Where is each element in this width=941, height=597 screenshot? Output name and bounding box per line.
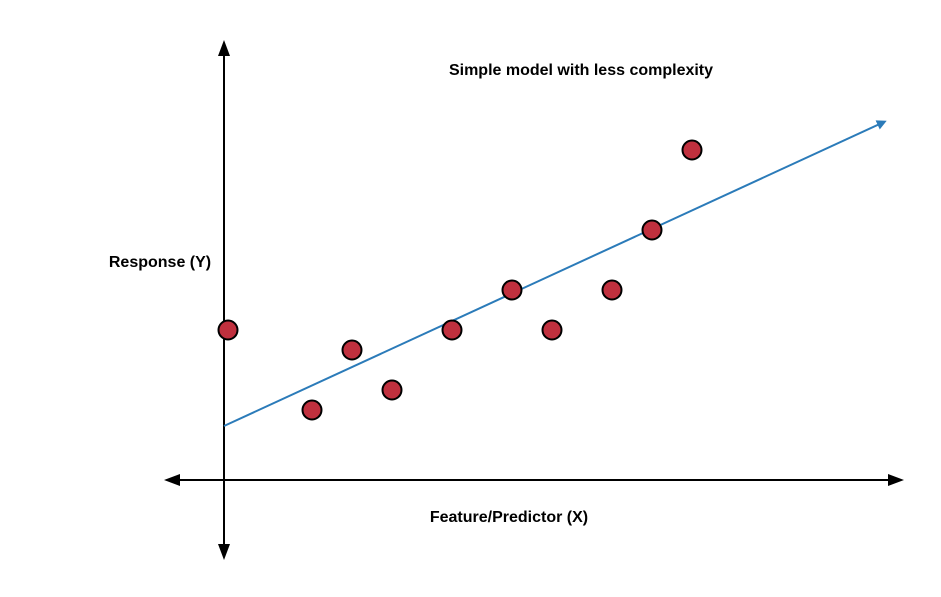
fit-line-layer	[223, 120, 887, 427]
y-axis-arrow-up	[218, 40, 230, 56]
y-axis-arrow-down	[218, 544, 230, 560]
data-point	[681, 139, 703, 161]
y-axis-label: Response (Y)	[109, 254, 211, 271]
data-point	[341, 339, 363, 361]
fit-line	[223, 120, 887, 427]
data-point	[601, 279, 623, 301]
points-layer	[217, 139, 703, 421]
x-axis-arrow-right	[888, 474, 904, 486]
data-point	[381, 379, 403, 401]
data-point	[501, 279, 523, 301]
data-point	[641, 219, 663, 241]
axes	[164, 40, 904, 560]
data-point	[301, 399, 323, 421]
x-axis-arrow-left	[164, 474, 180, 486]
chart-title: Simple model with less complexity	[449, 62, 713, 79]
data-point	[217, 319, 239, 341]
data-point	[441, 319, 463, 341]
x-axis-label: Feature/Predictor (X)	[430, 509, 588, 526]
data-point	[541, 319, 563, 341]
